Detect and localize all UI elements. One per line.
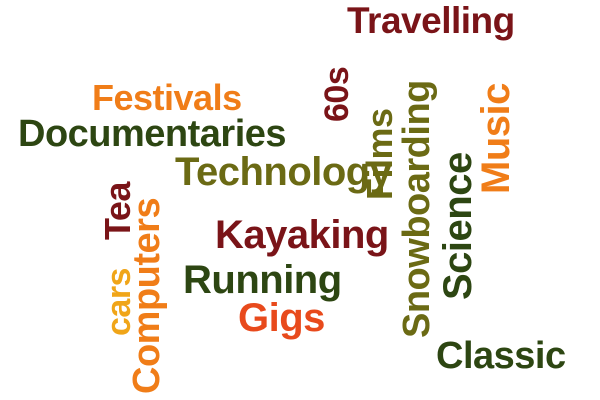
word-kayaking: Kayaking [215, 213, 389, 257]
word-documentaries: Documentaries [18, 113, 287, 155]
word-science: Science [436, 152, 480, 300]
word-travelling: Travelling [347, 0, 515, 41]
word-60s: 60s [318, 66, 356, 122]
word-festivals: Festivals [92, 77, 242, 118]
word-computers: Computers [126, 197, 168, 394]
word-running: Running [183, 258, 342, 302]
word-snowboarding: Snowboarding [396, 80, 438, 338]
word-classic: Classic [436, 335, 566, 377]
word-gigs: Gigs [238, 296, 325, 340]
word-films: Films [359, 108, 400, 200]
word-music: Music [474, 83, 518, 194]
word-technology: Technology [175, 150, 392, 194]
